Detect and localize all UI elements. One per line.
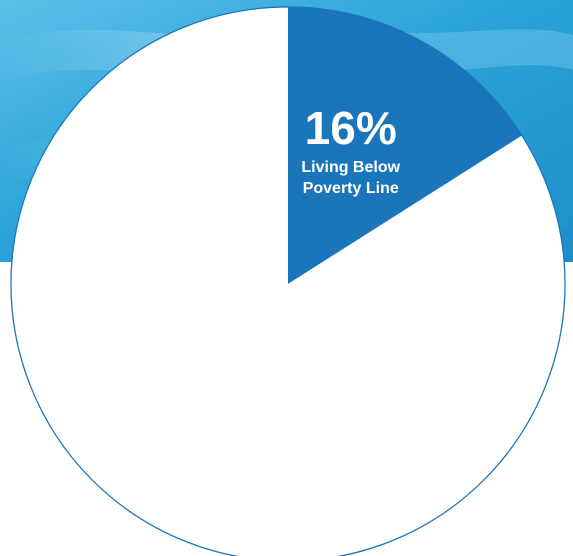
pie-slice-0 xyxy=(288,7,522,284)
pie-slice-1 xyxy=(11,7,565,556)
pie-slices xyxy=(10,6,566,556)
slice-category-label: Poverty Line xyxy=(303,180,399,197)
slice-category-label: Living Below xyxy=(301,159,400,176)
pie-labels: 16% Living Below Poverty Line xyxy=(301,102,400,197)
pie-edge xyxy=(10,6,566,556)
slice-value-label: 16% xyxy=(305,102,397,154)
